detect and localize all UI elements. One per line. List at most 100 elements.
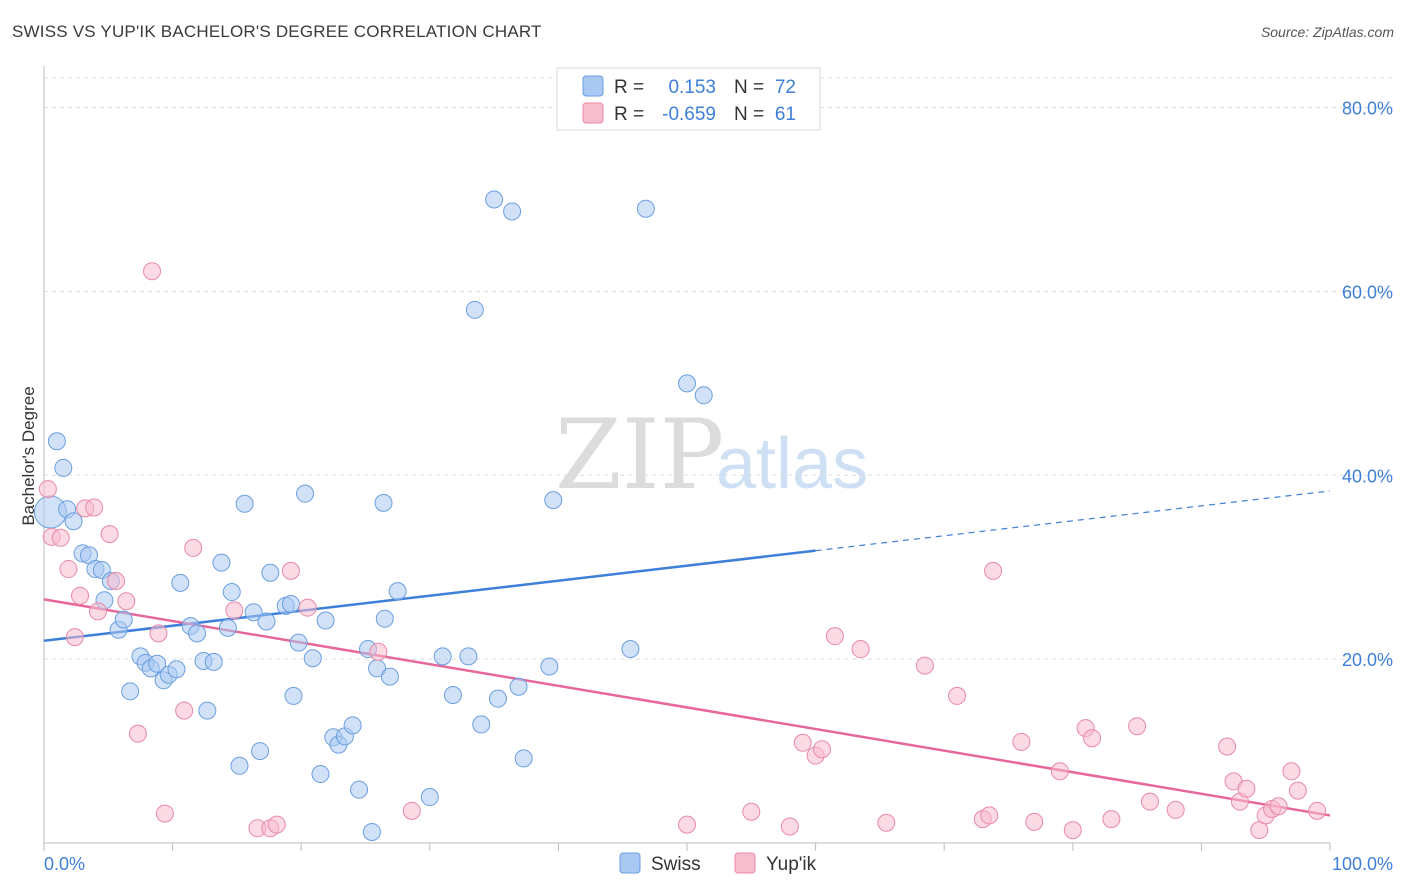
yupik-point — [915, 656, 934, 675]
swiss-point — [621, 640, 640, 659]
swiss-point — [261, 563, 280, 582]
yupik-swatch — [582, 102, 604, 124]
yupik-point — [851, 640, 870, 659]
yupik-point — [1269, 797, 1288, 816]
swiss-point — [433, 647, 452, 666]
swiss-point — [678, 374, 696, 393]
yupik-point — [184, 538, 203, 557]
chart-title: SWISS VS YUP'IK BACHELOR'S DEGREE CORREL… — [12, 22, 542, 41]
yupik-point — [38, 480, 57, 499]
swiss-point — [296, 484, 315, 503]
yupik-point — [1282, 762, 1301, 781]
legend: Swiss Yup'ik — [619, 852, 817, 875]
swiss-point — [380, 667, 399, 686]
swiss-point — [54, 458, 73, 477]
swiss-point — [316, 611, 335, 630]
yupik-point — [1063, 821, 1082, 840]
swiss-point — [289, 633, 308, 652]
yupik-point — [59, 560, 78, 579]
swiss-point — [636, 199, 655, 218]
yupik-point — [369, 642, 388, 661]
swiss-point — [514, 749, 533, 768]
y-tick-label: 40.0% — [1342, 466, 1393, 486]
swiss-point — [171, 573, 190, 592]
swiss-point — [148, 654, 167, 673]
source-attribution: Source: ZipAtlas.com — [1260, 24, 1394, 40]
legend-swiss-label: Swiss — [651, 854, 701, 875]
yupik-point — [1166, 800, 1185, 819]
x-tick-label-max: 100.0% — [1332, 854, 1393, 874]
yupik-point — [1140, 792, 1159, 811]
yupik-n-value: 61 — [775, 104, 796, 125]
swiss-point — [303, 649, 322, 668]
yupik-point — [780, 817, 799, 836]
yupik-point — [85, 498, 104, 517]
swiss-point — [343, 716, 362, 735]
swiss-point — [544, 491, 563, 510]
swiss-r-value: 0.153 — [668, 77, 716, 98]
yupik-point — [793, 733, 812, 752]
yupik-point — [89, 602, 108, 621]
swiss-point — [540, 657, 559, 676]
yupik-points — [38, 262, 1327, 840]
swiss-trend-line — [43, 549, 816, 643]
yupik-point — [175, 701, 194, 720]
swiss-point — [375, 609, 394, 628]
swiss-point — [218, 618, 237, 637]
yupik-point — [100, 525, 119, 544]
swiss-point — [281, 594, 300, 613]
axes — [43, 66, 1331, 851]
yupik-point — [281, 561, 300, 580]
yupik-point — [298, 598, 317, 617]
swiss-point — [47, 432, 66, 451]
swiss-point — [694, 386, 713, 405]
yupik-r-value: -0.659 — [662, 104, 716, 125]
swiss-point — [204, 652, 223, 671]
swiss-point — [362, 822, 381, 841]
yupik-point — [984, 561, 1003, 580]
watermark-zip: ZIP — [555, 399, 724, 511]
yupik-point — [813, 740, 832, 759]
swiss-point — [244, 603, 263, 622]
watermark-atlas: atlas — [716, 424, 868, 504]
yupik-point — [1102, 810, 1121, 829]
yupik-point — [1050, 762, 1069, 781]
yupik-r-label: R = — [614, 104, 644, 125]
swiss-n-label: N = — [734, 77, 764, 98]
legend-yupik-label: Yup'ik — [766, 854, 817, 875]
swiss-trend-extension — [815, 490, 1331, 552]
swiss-points — [33, 190, 713, 841]
x-tick-label-min: 0.0% — [44, 854, 85, 874]
swiss-point — [222, 583, 241, 602]
swiss-point — [251, 742, 270, 761]
yupik-point — [1308, 801, 1327, 820]
yupik-point — [71, 586, 90, 605]
yupik-point — [1025, 812, 1044, 831]
swiss-point — [212, 553, 231, 572]
swiss-point — [114, 610, 133, 629]
yupik-point — [155, 804, 174, 823]
yupik-point — [65, 628, 84, 647]
yupik-point — [128, 724, 147, 743]
swiss-point — [284, 686, 303, 705]
yupik-point — [107, 572, 126, 591]
legend-swiss-swatch — [619, 852, 641, 874]
y-tick-label: 80.0% — [1342, 99, 1393, 119]
yupik-point — [1237, 779, 1256, 798]
swiss-point — [420, 788, 439, 807]
yupik-trend-line — [43, 598, 1331, 817]
yupik-point — [980, 806, 999, 825]
y-tick-label: 20.0% — [1342, 650, 1393, 670]
swiss-point — [459, 647, 478, 666]
swiss-point — [503, 202, 522, 221]
yupik-point — [1128, 717, 1147, 736]
swiss-point — [443, 685, 462, 704]
swiss-point — [350, 780, 369, 799]
swiss-point — [198, 701, 217, 720]
swiss-point — [257, 612, 276, 631]
yupik-point — [742, 802, 761, 821]
swiss-point — [235, 494, 254, 513]
swiss-point — [388, 582, 407, 601]
swiss-swatch — [582, 75, 604, 97]
swiss-point — [230, 756, 249, 775]
